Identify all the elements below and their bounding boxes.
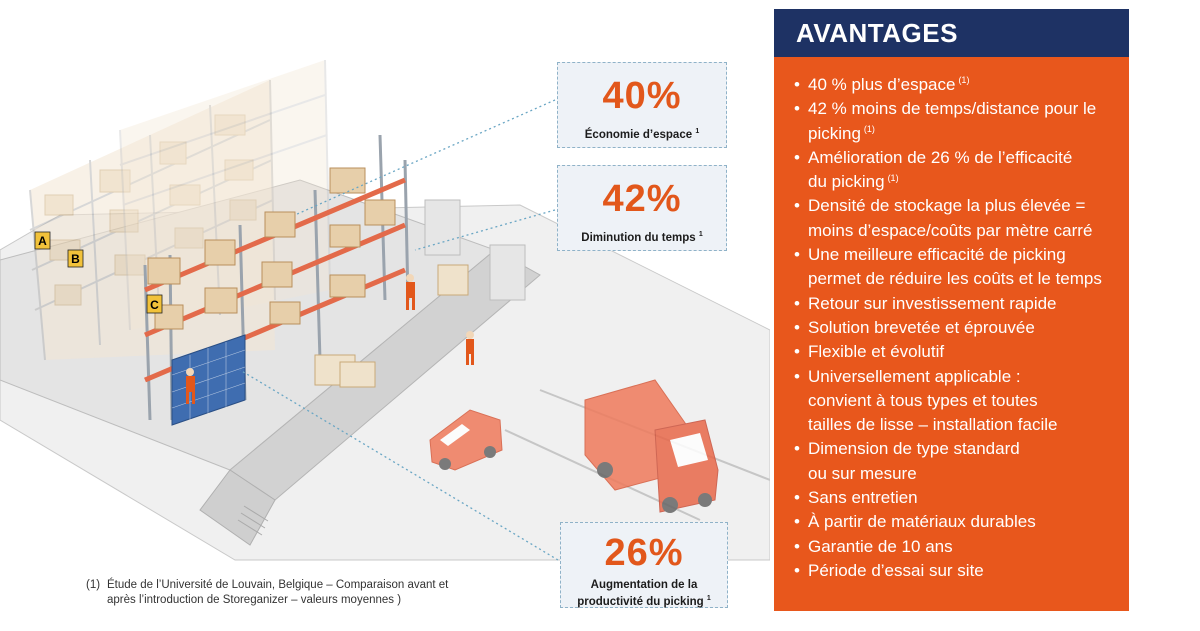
footnote-number: (1) [86,579,101,591]
benefit-text: 42 % moins de temps/distance pour le pic… [808,99,1097,143]
benefit-item: Universellement applicable : convient à … [794,365,1129,438]
benefit-text: Flexible et évolutif [808,342,945,362]
rack-label-a: A [38,234,47,248]
benefit-item: Densité de stockage la plus élevée = moi… [794,194,1129,243]
stat-value: 40% [602,75,682,117]
benefit-text: Retour sur investissement rapide [808,293,1057,313]
steps [237,505,269,536]
stat-box-space-saving: 40% Économie d’espace 1 [557,62,727,148]
benefit-item: Amélioration de 26 % de l’efficacité du … [794,146,1129,195]
stat-box-productivity: 26% Augmentation de la productivité du p… [560,522,728,608]
benefit-item: Flexible et évolutif [794,340,1129,365]
footnote-marker: (1) [863,123,875,134]
warehouse-illustration: A B [0,59,770,561]
benefit-item: Solution brevetée et éprouvée [794,316,1129,341]
panel-title: AVANTAGES [774,9,1129,57]
floor-pallets [314,264,469,388]
benefit-item: 42 % moins de temps/distance pour le pic… [794,97,1129,146]
benefit-text: 40 % plus d’espace [808,75,956,94]
rack-label-c: C [150,298,159,312]
benefit-item: Garantie de 10 ans [794,535,1129,560]
benefit-item: 40 % plus d’espace(1) [794,73,1129,98]
stat-label: Augmentation de la productivité du picki… [577,579,711,608]
footnote-marker: 1 [695,128,700,135]
benefit-text: Une meilleure efficacité de picking perm… [808,245,1102,289]
stat-value: 42% [602,178,682,220]
worker-figures [186,274,474,404]
loading-ramp [199,469,276,546]
benefit-text: Dimension de type standard ou sur mesure [808,439,1020,483]
benefit-item: Période d’essai sur site [794,559,1129,584]
benefit-item: Une meilleure efficacité de picking perm… [794,243,1129,292]
benefit-item: Dimension de type standard ou sur mesure [794,437,1129,486]
benefit-item: À partir de matériaux durables [794,510,1129,535]
delivery-truck [584,379,719,513]
benefit-text: Amélioration de 26 % de l’efficacité du … [808,147,1073,192]
stat-box-time-reduction: 42% Diminution du temps 1 [557,165,727,251]
benefit-text: À partir de matériaux durables [808,512,1036,532]
stat-label: Diminution du temps 1 [581,231,703,244]
benefit-item: Sans entretien [794,486,1129,511]
benefit-text: Densité de stockage la plus élevée = moi… [808,196,1093,240]
benefits-list: 40 % plus d’espace(1)42 % moins de temps… [774,57,1129,584]
benefit-text: Solution brevetée et éprouvée [808,317,1035,337]
rack-labels: A B [34,231,84,268]
footnote-marker: 1 [706,595,711,602]
delivery-van [429,409,503,471]
footnote-marker: 1 [698,231,703,238]
benefit-text: Universellement applicable : convient à … [808,366,1058,435]
footnote-marker: (1) [958,75,970,86]
stat-label: Économie d’espace 1 [584,128,700,141]
stat-value: 26% [604,532,684,574]
footnote-text: Étude de l’Université de Louvain, Belgiq… [107,579,449,606]
leader-lines [239,99,559,561]
benefit-text: Sans entretien [808,488,918,508]
benefit-text: Période d’essai sur site [808,560,984,580]
benefit-item: Retour sur investissement rapide [794,292,1129,317]
footnote: (1) Étude de l’Université de Louvain, Be… [86,578,466,608]
rack-label-b: B [71,252,80,266]
front-rack: C [143,134,410,426]
loading-doors [424,199,526,301]
benefit-text: Garantie de 10 ans [808,536,953,556]
footnote-marker: (1) [887,172,899,183]
benefits-panel: AVANTAGES 40 % plus d’espace(1)42 % moin… [774,9,1129,611]
